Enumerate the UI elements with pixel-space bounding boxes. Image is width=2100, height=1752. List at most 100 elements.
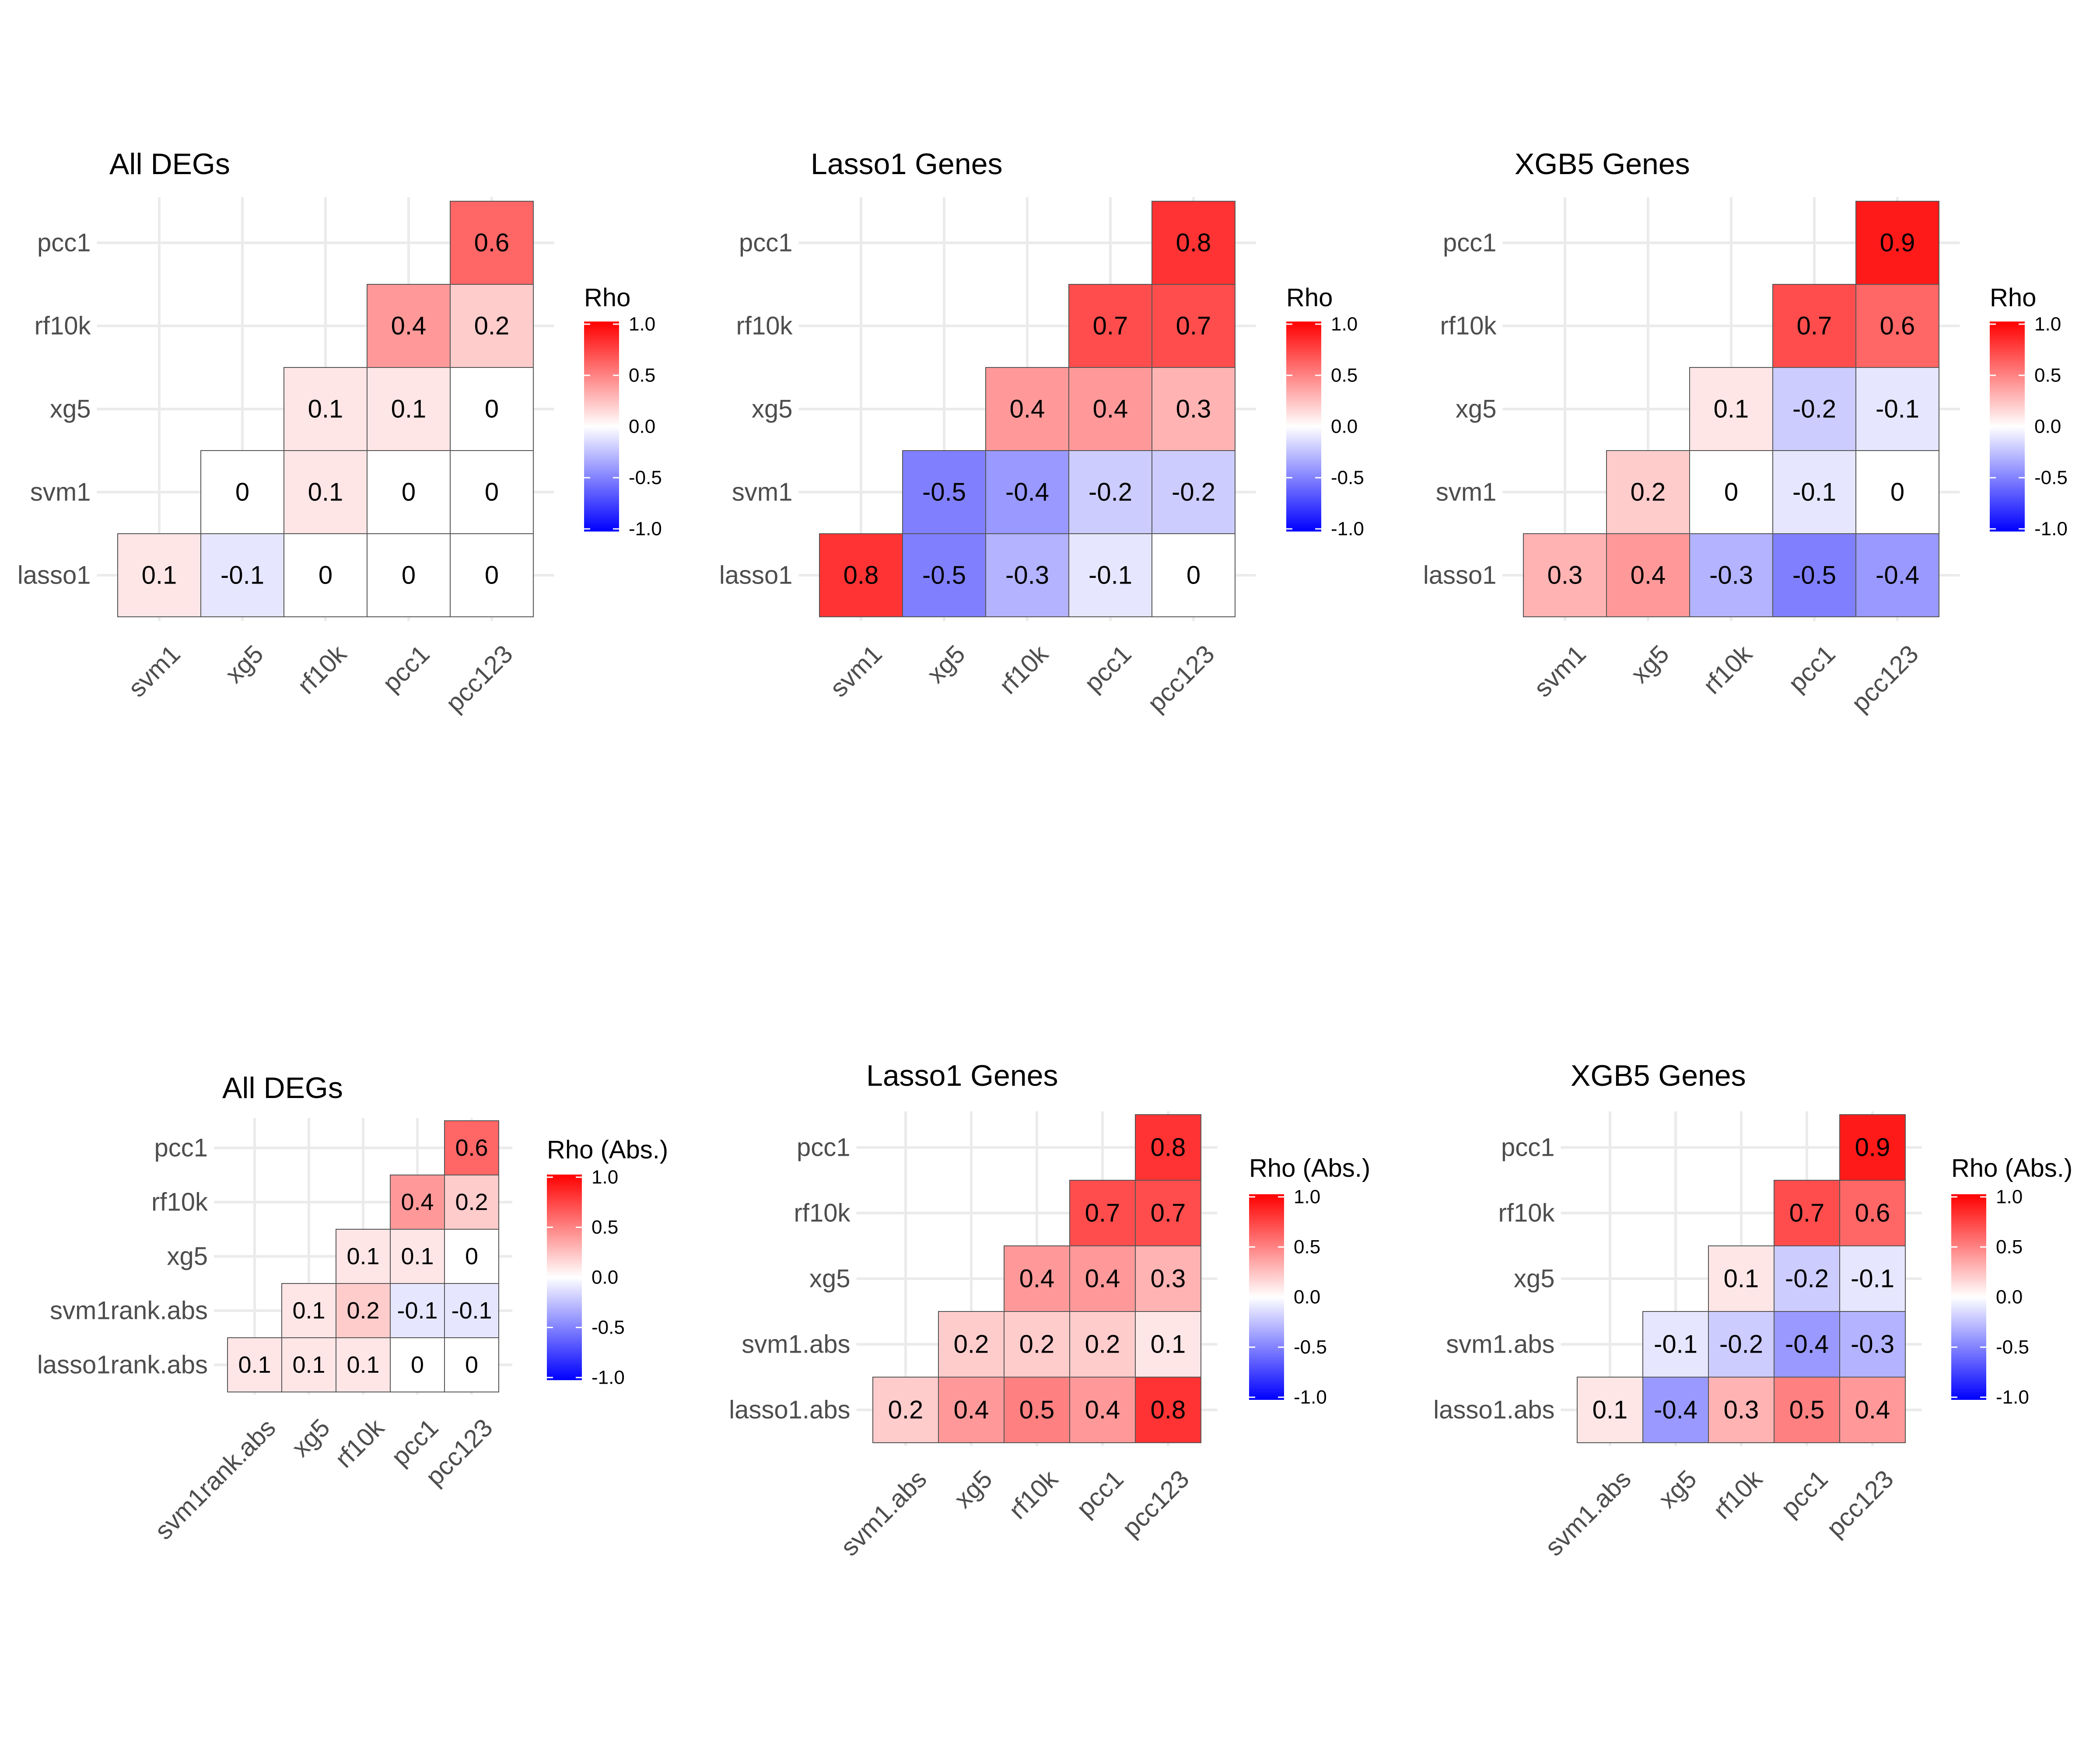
color-legend: Rho (Abs.) 1.0 0.5 0.0 -0.5 -1.0: [547, 1136, 668, 1388]
x-axis-tick-label: pcc123: [440, 640, 518, 717]
heatmap-cell: [1642, 1311, 1709, 1378]
heatmap-panel-1: 0.1 -0.1 0 0 0 0 0.1 0 0 0.1 0.1 0 0.4 0.2 0.6 lasso1 sv…: [18, 147, 662, 717]
cell-value-label: -0.1: [1654, 1330, 1698, 1359]
heatmap-panel-5: 0.2 0.4 0.5 0.4 0.8 0.2 0.2 0.2 0.1 0.4 0.4 0.3 0.7 0…: [729, 1059, 1370, 1562]
heatmap-cell: [284, 367, 368, 451]
cell-value-label: 0.7: [1151, 1199, 1186, 1227]
cell-value-label: -0.2: [1088, 478, 1132, 507]
y-axis-tick-label: lasso1rank.abs: [37, 1351, 208, 1379]
heatmap-cell: [1772, 367, 1856, 451]
y-axis-tick-label: xg5: [50, 395, 91, 423]
cell-value-label: -0.5: [922, 561, 966, 590]
y-axis-tick-label: pcc1: [739, 229, 793, 257]
x-axis-tick-label: pcc1: [1071, 1465, 1129, 1523]
legend-tick-label: -0.5: [629, 467, 662, 489]
y-axis-tick-label: svm1rank.abs: [50, 1297, 208, 1325]
x-axis-tick-label: pcc123: [1821, 1465, 1899, 1542]
color-legend: Rho (Abs.) 1.0 0.5 0.0 -0.5 -1.0: [1249, 1154, 1370, 1408]
cell-value-label: -0.1: [451, 1297, 492, 1324]
legend-tick-label: 0.0: [592, 1267, 618, 1288]
cell-value-label: -0.3: [1005, 561, 1049, 590]
legend-tick-label: 0.0: [629, 416, 655, 437]
legend-tick-label: 0.5: [1294, 1236, 1320, 1258]
heatmap-cell: [1774, 1245, 1840, 1312]
cell-value-label: 0: [1186, 561, 1200, 590]
heatmap-cell: [284, 450, 368, 534]
cell-value-label: 0.1: [292, 1297, 325, 1324]
heatmap-cell: [1606, 533, 1690, 617]
cell-value-label: 0.2: [455, 1189, 488, 1215]
x-axis-tick-label: svm1: [1529, 640, 1592, 703]
cell-value-label: -0.3: [1851, 1330, 1894, 1359]
heatmap-cell: [1152, 450, 1236, 534]
heatmap-cell: [1004, 1311, 1070, 1378]
legend-title: Rho (Abs.): [547, 1136, 668, 1164]
legend-tick-label: 0.5: [629, 365, 655, 386]
y-axis-tick-label: svm1: [1436, 478, 1497, 507]
heatmap-cell: [390, 1229, 445, 1284]
y-axis-tick-label: xg5: [1456, 395, 1497, 423]
cell-value-label: 0.8: [844, 561, 879, 590]
legend-tick-label: 0.5: [2034, 365, 2061, 386]
legend-title: Rho (Abs.): [1249, 1154, 1370, 1182]
cell-value-label: 0: [485, 478, 499, 507]
cell-value-label: 0.3: [1547, 561, 1583, 590]
x-axis-tick-label: svm1: [123, 640, 186, 703]
cell-value-label: 0.7: [1176, 312, 1211, 340]
heatmap-cell: [1708, 1377, 1774, 1443]
heatmap-cell: [284, 533, 368, 617]
cell-value-label: 0.4: [391, 312, 427, 340]
heatmap-panel-2: 0.8 -0.5 -0.3 -0.1 0 -0.5 -0.4 -0.2 -0.2 0.4 0.4 0.…: [719, 147, 1364, 717]
heatmap-cell: [1135, 1180, 1201, 1246]
y-axis-tick-label: xg5: [1514, 1265, 1555, 1293]
cell-value-label: 0.9: [1855, 1133, 1890, 1162]
heatmap-cell: [1068, 533, 1152, 617]
x-axis-tick-label: pcc123: [1142, 640, 1220, 717]
y-axis-tick-label: lasso1: [1423, 561, 1497, 590]
legend-tick-label: -1.0: [592, 1367, 625, 1388]
heatmap-cell: [1855, 201, 1939, 285]
cell-value-label: 0: [402, 478, 416, 507]
cell-value-label: 0.4: [1631, 561, 1666, 590]
cell-value-label: 0: [465, 1243, 478, 1269]
heatmap-cell: [1152, 284, 1236, 368]
heatmap-cell: [1774, 1180, 1840, 1246]
cell-value-label: 0: [1724, 478, 1738, 507]
heatmap-cell: [444, 1175, 499, 1230]
x-axis-tick-label: rf10k: [329, 1413, 390, 1473]
heatmap-panel-3: 0.3 0.4 -0.3 -0.5 -0.4 0.2 0 -0.1 0 0.1 -0.2 -0.1 0.…: [1423, 147, 2068, 717]
y-axis-tick-label: lasso1.abs: [729, 1396, 850, 1424]
cell-value-label: -0.2: [1792, 395, 1836, 423]
cell-value-label: -0.5: [1792, 561, 1836, 590]
legend-tick-label: -1.0: [629, 518, 662, 540]
x-axis-tick-label: svm1rank.abs: [149, 1413, 281, 1545]
heatmap-panel-6: 0.1 -0.4 0.3 0.5 0.4-0.1 -0.2 -0.4 -0.30.1 -0.2-…: [1433, 1059, 2072, 1562]
x-axis-tick-label: svm1.abs: [1540, 1465, 1636, 1561]
cell-value-label: -0.2: [1785, 1265, 1829, 1293]
heatmap-cell: [902, 533, 986, 617]
cell-value-label: -0.1: [1088, 561, 1132, 590]
cell-value-label: -0.1: [1851, 1265, 1894, 1293]
y-axis-tick-label: rf10k: [1440, 312, 1497, 340]
heatmap-cell: [985, 533, 1069, 617]
cell-value-label: 0.1: [308, 478, 343, 507]
heatmap-cell: [367, 367, 451, 451]
y-axis-tick-label: rf10k: [151, 1188, 208, 1217]
heatmap-cell: [1135, 1114, 1201, 1181]
heatmap-cell: [1855, 367, 1939, 451]
x-axis-tick-label: pcc1: [1783, 640, 1841, 698]
legend-tick-label: 0.0: [1294, 1287, 1320, 1308]
chart-title: Lasso1 Genes: [811, 147, 1003, 181]
cell-value-label: -0.4: [1654, 1396, 1698, 1424]
heatmap-cell: [1152, 367, 1236, 451]
y-axis-tick-label: rf10k: [1498, 1199, 1555, 1227]
x-axis-tick-label: pcc123: [1116, 1465, 1194, 1542]
y-axis-tick-label: lasso1: [18, 561, 91, 590]
y-axis-tick-label: rf10k: [35, 312, 91, 340]
x-axis-tick-label: xg5: [220, 640, 269, 689]
legend-tick-label: -1.0: [1294, 1387, 1327, 1408]
heatmap-cell: [1069, 1245, 1136, 1312]
chart-title: Lasso1 Genes: [866, 1059, 1058, 1092]
cell-value-label: 0.8: [1176, 229, 1211, 257]
